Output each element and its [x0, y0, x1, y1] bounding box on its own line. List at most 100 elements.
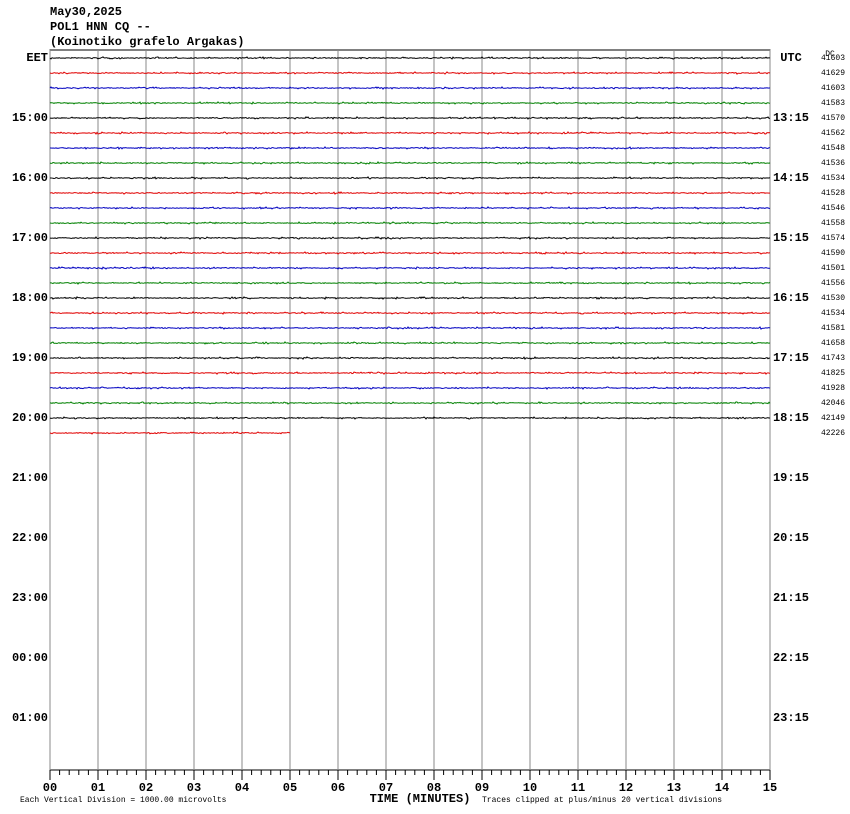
dc-label: 41825	[821, 369, 845, 378]
left-label: EET	[26, 51, 48, 65]
right-label: UTC	[780, 51, 802, 65]
dc-label: 41562	[821, 129, 845, 138]
trace	[49, 326, 771, 330]
right-label: 19:15	[773, 471, 809, 485]
x-tick-label: 02	[139, 781, 153, 795]
dc-label: 41570	[821, 114, 845, 123]
dc-label: 41534	[821, 309, 845, 318]
dc-label: 41548	[821, 144, 845, 153]
left-label: 15:00	[12, 111, 48, 125]
x-tick-label: 04	[235, 781, 249, 795]
dc-label: 41629	[821, 69, 845, 78]
header-line: (Koinotiko grafelo Argakas)	[50, 35, 244, 49]
trace	[49, 161, 771, 165]
left-label: 16:00	[12, 171, 48, 185]
dc-label: 41528	[821, 189, 845, 198]
trace	[49, 191, 771, 195]
x-tick-label: 14	[715, 781, 729, 795]
dc-label: 41743	[821, 354, 845, 363]
dc-label: 41603	[821, 84, 845, 93]
right-label: 15:15	[773, 231, 809, 245]
trace	[49, 431, 291, 435]
trace	[49, 341, 771, 345]
left-label: 21:00	[12, 471, 48, 485]
x-tick-label: 08	[427, 781, 441, 795]
note: Each Vertical Division = 1000.00 microvo…	[20, 796, 227, 805]
trace	[49, 101, 771, 105]
x-tick-label: 12	[619, 781, 633, 795]
x-tick-label: 07	[379, 781, 393, 795]
right-label: 21:15	[773, 591, 809, 605]
right-label: 22:15	[773, 651, 809, 665]
trace	[49, 356, 771, 360]
dc-label: 41603	[821, 54, 845, 63]
dc-label: 41536	[821, 159, 845, 168]
dc-label: 41574	[821, 234, 845, 243]
x-tick-label: 01	[91, 781, 105, 795]
dc-label: 42046	[821, 399, 845, 408]
x-tick-label: 11	[571, 781, 585, 795]
trace	[49, 296, 771, 300]
left-label: 20:00	[12, 411, 48, 425]
left-label: 19:00	[12, 351, 48, 365]
dc-label: 41581	[821, 324, 845, 333]
trace	[49, 131, 771, 135]
dc-label: 41534	[821, 174, 845, 183]
x-tick-label: 10	[523, 781, 537, 795]
trace	[49, 221, 771, 225]
dc-label: 41530	[821, 294, 845, 303]
trace	[49, 86, 771, 90]
dc-title: DC	[825, 50, 835, 59]
x-tick-label: 00	[43, 781, 57, 795]
trace	[49, 251, 771, 255]
dc-label: 41590	[821, 249, 845, 258]
trace	[49, 206, 771, 210]
trace	[49, 311, 771, 315]
header-line: May30,2025	[50, 5, 122, 19]
trace	[49, 281, 771, 285]
plot-frame	[49, 49, 771, 771]
dc-label: 41501	[821, 264, 845, 273]
trace	[49, 371, 771, 375]
x-tick-label: 09	[475, 781, 489, 795]
dc-label: 41658	[821, 339, 845, 348]
left-label: 01:00	[12, 711, 48, 725]
header-line: POL1 HNN CQ --	[50, 20, 151, 34]
right-label: 14:15	[773, 171, 809, 185]
x-axis-title: TIME (MINUTES)	[370, 792, 471, 806]
trace	[49, 116, 771, 120]
trace	[49, 236, 771, 240]
dc-label: 41546	[821, 204, 845, 213]
trace	[49, 401, 771, 405]
x-tick-label: 15	[763, 781, 777, 795]
trace	[49, 146, 771, 151]
right-label: 23:15	[773, 711, 809, 725]
dc-label: 42149	[821, 414, 845, 423]
right-label: 20:15	[773, 531, 809, 545]
trace	[49, 71, 771, 75]
dc-label: 42226	[821, 429, 845, 438]
dc-label: 41556	[821, 279, 845, 288]
right-label: 17:15	[773, 351, 809, 365]
dc-label: 41558	[821, 219, 845, 228]
trace	[49, 386, 771, 390]
right-label: 18:15	[773, 411, 809, 425]
left-label: 22:00	[12, 531, 48, 545]
trace	[49, 176, 771, 180]
x-tick-label: 03	[187, 781, 201, 795]
left-label: 23:00	[12, 591, 48, 605]
right-label: 16:15	[773, 291, 809, 305]
x-tick-label: 05	[283, 781, 297, 795]
right-label: 13:15	[773, 111, 809, 125]
trace	[49, 416, 771, 420]
dc-label: 41928	[821, 384, 845, 393]
x-tick-label: 06	[331, 781, 345, 795]
x-tick-label: 13	[667, 781, 681, 795]
dc-label: 41583	[821, 99, 845, 108]
left-label: 18:00	[12, 291, 48, 305]
left-label: 17:00	[12, 231, 48, 245]
trace	[49, 266, 771, 270]
note: Traces clipped at plus/minus 20 vertical…	[482, 796, 722, 805]
